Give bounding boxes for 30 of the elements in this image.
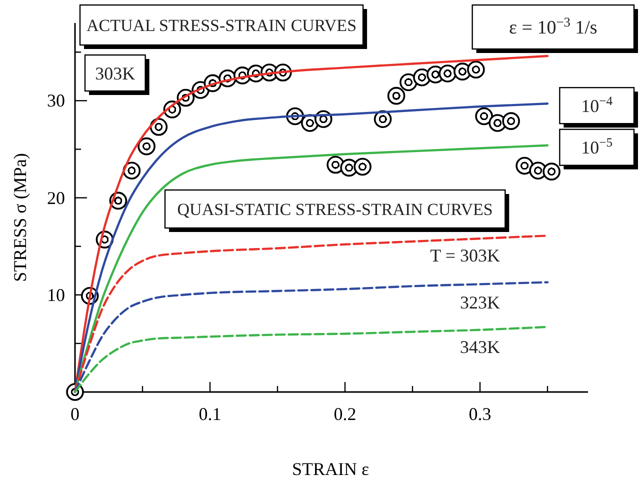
y-tick-label: 30 — [47, 90, 65, 111]
series-label: T = 303K — [430, 246, 500, 266]
x-tick-label: 0.2 — [334, 404, 356, 424]
y-tick-label: 20 — [47, 188, 65, 208]
point — [516, 156, 534, 175]
x-tick-label: 0 — [70, 404, 80, 424]
series-label: ε = 10$^{−3}$ 1/s — [509, 14, 598, 39]
y-tick-label: 10 — [47, 284, 65, 305]
series-label: 343K — [460, 336, 500, 357]
point — [122, 162, 141, 180]
series-label: 323K — [460, 292, 500, 312]
point — [374, 110, 392, 128]
x-tick-label: 0.1 — [198, 404, 222, 424]
point — [438, 64, 456, 82]
x-axis-title: STRAIN ε — [292, 459, 370, 479]
point — [387, 86, 406, 105]
point — [138, 137, 156, 156]
series-label: 10$^{−4}$ — [581, 94, 614, 116]
point — [467, 60, 485, 79]
x-tick-label: 0.3 — [468, 404, 492, 424]
point — [475, 107, 493, 126]
series-label: 10$^{−5}$ — [581, 136, 613, 158]
point — [354, 158, 372, 176]
y-axis-title: STRESS σ (MPa) — [10, 153, 30, 282]
point — [542, 162, 560, 180]
annotation: 303K — [95, 63, 136, 84]
point — [502, 112, 520, 130]
annotation: QUASI-STATIC STRESS-STRAIN CURVES — [177, 200, 493, 219]
annotation: ACTUAL STRESS-STRAIN CURVES — [86, 16, 357, 35]
point — [400, 73, 418, 92]
